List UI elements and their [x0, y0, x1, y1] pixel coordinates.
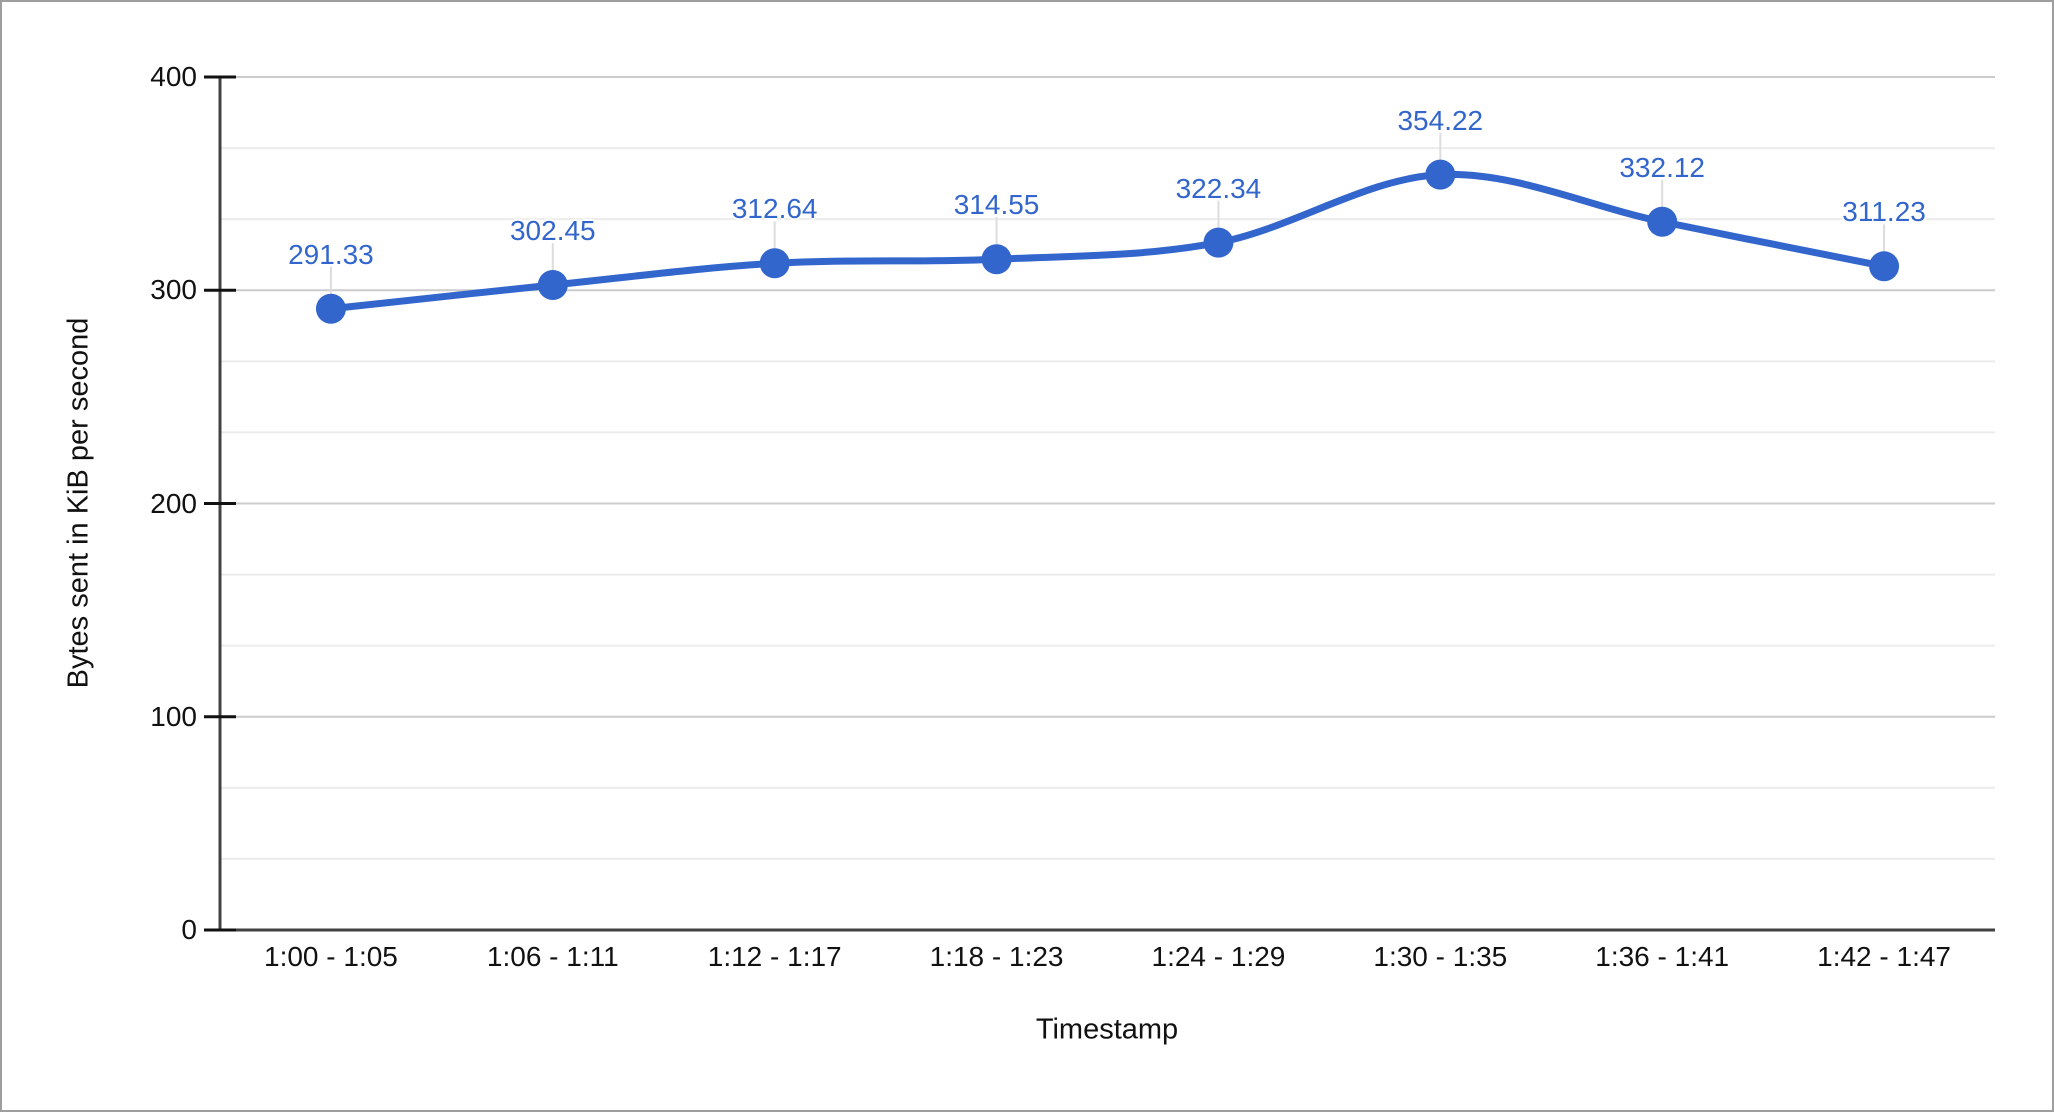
y-tick-label: 300 — [150, 274, 197, 306]
x-axis-title: Timestamp — [1035, 1013, 1179, 1046]
data-point-marker[interactable] — [315, 293, 346, 324]
y-tick-label: 400 — [150, 61, 197, 92]
y-axis-title: Bytes sent in KiB per second — [62, 317, 95, 689]
x-tick-label: 1:00 - 1:05 — [264, 941, 398, 972]
data-point-label: 302.45 — [509, 215, 596, 247]
data-point-label: 322.34 — [1175, 172, 1262, 204]
data-point-marker[interactable] — [1203, 227, 1234, 258]
x-tick-label: 1:30 - 1:35 — [1373, 941, 1508, 972]
data-point-label: 314.55 — [953, 189, 1040, 221]
x-tick-label: 1:42 - 1:47 — [1817, 941, 1951, 972]
y-tick-label: 100 — [150, 700, 197, 732]
data-point-label: 291.33 — [288, 238, 374, 270]
y-tick-label: 200 — [150, 487, 197, 519]
data-point-marker[interactable] — [1425, 159, 1456, 190]
data-point-marker[interactable] — [537, 270, 568, 301]
y-tick-label: 0 — [181, 914, 197, 945]
x-tick-label: 1:06 - 1:11 — [486, 941, 619, 972]
data-point-label: 311.23 — [1842, 196, 1926, 228]
data-point-label: 354.22 — [1397, 104, 1484, 136]
series-line — [327, 170, 1888, 313]
data-point-label: 332.12 — [1619, 151, 1705, 183]
data-point-marker[interactable] — [1647, 206, 1678, 237]
data-point-marker[interactable] — [981, 244, 1012, 275]
data-point-marker[interactable] — [1869, 251, 1900, 282]
x-tick-label: 1:36 - 1:41 — [1595, 941, 1730, 972]
x-tick-label: 1:24 - 1:29 — [1151, 941, 1286, 972]
data-point-label: 312.64 — [731, 193, 818, 225]
x-tick-label: 1:12 - 1:17 — [707, 941, 842, 972]
x-tick-label: 1:18 - 1:23 — [929, 941, 1064, 972]
data-point-marker[interactable] — [759, 248, 790, 279]
